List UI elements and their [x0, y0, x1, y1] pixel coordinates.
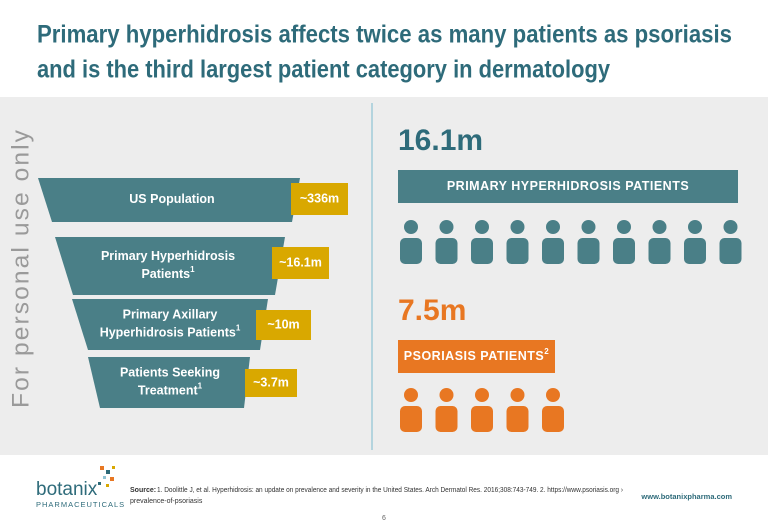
banner: [398, 170, 738, 203]
value-box: [291, 183, 348, 215]
person-icon-body: [400, 406, 422, 432]
person-icon-body: [542, 238, 564, 264]
funnel-label-text: US Population: [129, 192, 214, 206]
person-icon-head: [475, 220, 489, 234]
funnel-label-text: Primary Axillary: [123, 308, 218, 322]
person-icon-body: [400, 238, 422, 264]
funnel-label-text: Treatment: [138, 384, 199, 398]
banner-label-text: PSORIASIS PATIENTS: [404, 349, 545, 363]
funnel-label: Primary Hyperhidrosis: [101, 249, 235, 263]
person-icon-body: [577, 238, 600, 264]
funnel: US Population ~336m Primary Hyperhidrosis P…: [38, 178, 348, 408]
figure: 7.5m: [398, 294, 466, 327]
person-icon-head: [404, 220, 418, 234]
person-icon-head: [510, 388, 525, 402]
person-icon-head: [688, 220, 702, 234]
person-icon-body: [648, 238, 671, 264]
person-icon-body: [506, 406, 529, 432]
value-label: ~336m: [300, 191, 339, 205]
value-label: ~10m: [267, 317, 299, 331]
footer: botanix PHARMACEUTICALS Source: 1. Dooli…: [36, 466, 732, 522]
person-icon-head: [404, 388, 418, 402]
logo-dot: [103, 476, 106, 479]
funnel-label: Treatment1: [138, 382, 203, 398]
figure: 16.1m: [398, 124, 483, 157]
funnel-label-text: Hyperhidrosis Patients: [100, 326, 236, 340]
superscript: 1: [190, 265, 195, 274]
banner: [398, 340, 555, 373]
website: www.botanixpharma.com: [640, 492, 732, 501]
person-icon-head: [546, 220, 560, 234]
logo-dot: [100, 466, 104, 470]
person-icon-head: [652, 220, 667, 234]
funnel-step: [38, 178, 300, 222]
person-icon-body: [613, 238, 635, 264]
person-icon-head: [439, 220, 454, 234]
value-box: [245, 369, 297, 397]
person-icon-body: [719, 238, 742, 264]
banner-label: PSORIASIS PATIENTS2: [404, 347, 550, 363]
funnel-label: Hyperhidrosis Patients1: [100, 324, 241, 340]
logo-dot: [98, 482, 101, 485]
logo-dot: [112, 466, 115, 469]
banner-label-text: PRIMARY HYPERHIDROSIS PATIENTS: [447, 179, 689, 193]
person-icon-body: [506, 238, 529, 264]
value-box: [256, 310, 311, 340]
superscript: 2: [544, 347, 549, 356]
person-icon-body: [542, 406, 564, 432]
value-label: ~16.1m: [279, 255, 322, 269]
logo-name: botanix: [36, 479, 98, 500]
logo-dot: [106, 484, 109, 487]
superscript: 1: [198, 382, 203, 391]
watermark: For personal use only: [7, 128, 34, 408]
logo-dot: [110, 477, 114, 481]
person-icon-body: [684, 238, 706, 264]
logo-tagline: PHARMACEUTICALS: [36, 500, 125, 509]
funnel-step: [88, 357, 250, 408]
source-label: Source:: [130, 487, 156, 494]
funnel-step: [55, 237, 285, 295]
title-line: Primary hyperhidrosis affects twice as m…: [37, 21, 732, 49]
person-icon-head: [581, 220, 596, 234]
person-icon-head: [510, 220, 525, 234]
comparison: 16.1m PRIMARY HYPERHIDROSIS PATIENTS 7.5m P…: [398, 124, 742, 432]
funnel-step: [72, 299, 268, 350]
banner-label: PRIMARY HYPERHIDROSIS PATIENTS: [447, 179, 689, 193]
superscript: 1: [236, 324, 241, 333]
person-icon-head: [723, 220, 738, 234]
person-icon-head: [617, 220, 631, 234]
value-label: ~3.7m: [253, 375, 289, 389]
person-icon-head: [439, 388, 454, 402]
logo-dot: [106, 470, 110, 474]
person-icon-body: [471, 406, 493, 432]
person-icon-head: [475, 388, 489, 402]
person-icon-body: [435, 406, 458, 432]
page-number: 6: [382, 515, 386, 522]
funnel-label: US Population: [129, 192, 214, 206]
funnel-label: Patients1: [141, 265, 195, 281]
person-icon-head: [546, 388, 560, 402]
value-box: [272, 247, 329, 279]
funnel-label: Primary Axillary: [123, 308, 218, 322]
person-icon-body: [435, 238, 458, 264]
person-icon-body: [471, 238, 493, 264]
funnel-label-text: Patients: [141, 267, 190, 281]
source-text: 1. Doolittle J, et al. Hyperhidrosis: an…: [157, 487, 624, 494]
funnel-label-text: Primary Hyperhidrosis: [101, 249, 235, 263]
funnel-label: Patients Seeking: [120, 366, 220, 380]
title-line: and is the third largest patient categor…: [37, 56, 610, 84]
source-text: prevalence-of-psoriasis: [130, 498, 203, 505]
funnel-label-text: Patients Seeking: [120, 366, 220, 380]
